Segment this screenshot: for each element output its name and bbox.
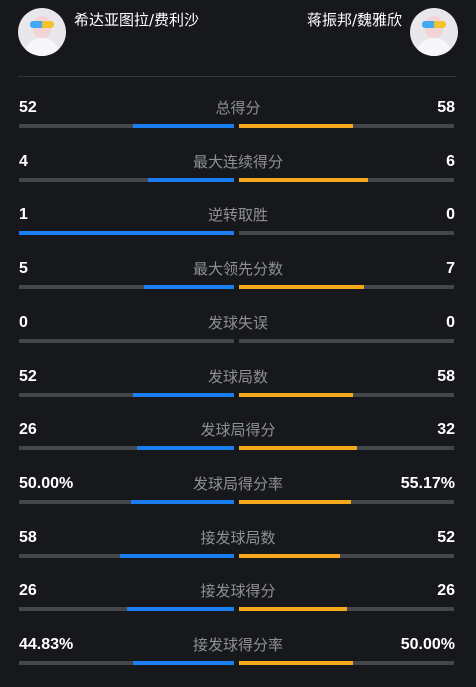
stat-left-value: 52 [19,99,37,116]
stat-left-value: 4 [19,152,28,170]
stat-right-value: 58 [437,367,455,385]
stat-right-bar [239,553,454,558]
match-header: 希达亚图拉/费利沙 蒋振邦/魏雅欣 [0,0,476,76]
stat-left-bar-fill [132,124,234,128]
stat-label: 逆转取胜 [207,206,268,225]
stat-label: 发球失误 [207,313,268,332]
stat-row: 接发球局数 58 52 [0,527,476,580]
stat-row: 接发球得分 26 26 [0,580,476,633]
stat-row: 发球失误 0 0 [0,312,476,365]
stat-left-value: 1 [19,206,28,224]
stat-right-value: 55.17% [400,474,455,492]
stat-right-value: 0 [446,313,455,331]
stat-left-value: 26 [19,421,37,439]
stat-label: 发球局数 [207,367,268,386]
stat-label: 接发球得分率 [192,636,283,654]
stat-right-bar [239,446,454,451]
stat-right-value: 26 [437,582,455,600]
stat-left-bar-fill [137,446,234,451]
stat-left-bar-fill [143,285,234,290]
stat-label: 接发球得分 [200,582,276,601]
stat-left-bar [19,661,234,665]
stat-row: 总得分 52 58 [0,97,476,150]
stat-right-bar [239,392,454,397]
stat-right-bar [239,338,454,343]
stat-right-bar-fill [239,607,347,612]
stat-left-bar-fill [130,499,234,504]
stat-right-value: 32 [437,421,455,439]
stat-left-value: 58 [19,528,37,546]
stat-left-value: 5 [19,260,28,278]
stat-left-bar [19,446,234,451]
stat-left-value: 0 [19,313,28,331]
stat-right-bar-fill [239,446,358,451]
stat-right-value: 0 [446,206,455,224]
stat-left-bar [19,285,234,290]
stat-left-value: 26 [19,582,37,600]
stat-left-bar-fill [120,553,234,558]
stat-right-bar-fill [239,553,341,558]
stat-right-value: 58 [437,99,455,116]
stat-label: 最大领先分数 [192,260,283,279]
stat-right-bar [239,285,454,290]
stat-left-bar-fill [132,392,234,397]
stat-right-bar-fill [239,124,353,128]
stat-left-bar-fill [132,661,234,665]
stat-row: 最大连续得分 4 6 [0,151,476,204]
stat-left-bar [19,392,234,397]
stat-right-bar [239,661,454,665]
right-player-name[interactable]: 蒋振邦/魏雅欣 [306,11,402,29]
stat-right-bar-fill [239,177,368,182]
stat-label: 最大连续得分 [192,152,283,171]
stat-right-bar [239,231,454,236]
stat-left-value: 52 [19,367,37,385]
stat-left-bar [19,124,234,128]
stat-label: 接发球局数 [200,528,276,547]
stat-right-bar [239,499,454,504]
stat-left-bar [19,231,234,236]
stat-left-bar [19,499,234,504]
stat-left-value: 44.83% [19,636,74,653]
stat-row: 逆转取胜 1 0 [0,204,476,257]
left-player[interactable]: 希达亚图拉/费利沙 [18,8,207,56]
stat-right-bar-fill [239,392,353,397]
stat-left-bar [19,607,234,612]
stat-right-bar-fill [239,285,364,290]
stat-right-value: 7 [446,260,455,278]
stat-left-bar-fill [126,607,234,612]
stat-left-bar [19,177,234,182]
stat-label: 发球局得分率 [192,474,283,493]
stat-right-bar [239,607,454,612]
left-player-name[interactable]: 希达亚图拉/费利沙 [74,11,200,29]
stat-right-bar-fill [239,661,353,665]
stat-left-bar [19,553,234,558]
stat-right-value: 50.00% [400,636,455,653]
stat-right-bar [239,177,454,182]
stat-row: 接发球得分率 44.83% 50.00% [0,634,476,687]
stat-row: 发球局得分率 50.00% 55.17% [0,473,476,526]
stat-row: 发球局数 52 58 [0,366,476,419]
stat-row: 最大领先分数 5 7 [0,258,476,311]
stat-label: 发球局得分 [200,421,276,440]
avatar-icon[interactable] [18,8,66,56]
stat-right-bar-fill [239,499,351,504]
header-divider [18,76,456,77]
right-player[interactable]: 蒋振邦/魏雅欣 [299,8,458,56]
stat-row: 发球局得分 26 32 [0,419,476,472]
stat-right-bar [239,124,454,128]
stat-left-bar-fill [148,177,234,182]
stat-right-value: 6 [446,152,455,170]
stat-right-value: 52 [437,528,455,546]
stat-left-bar-fill [19,231,234,236]
stat-label: 总得分 [215,99,261,117]
stat-left-value: 50.00% [19,474,74,492]
stat-left-bar [19,338,234,343]
avatar-icon[interactable] [410,8,458,56]
